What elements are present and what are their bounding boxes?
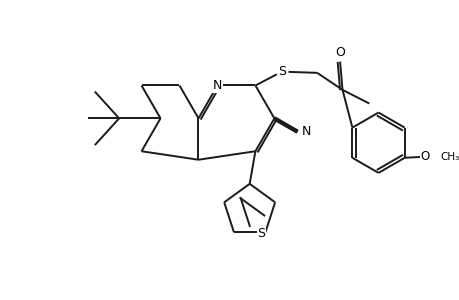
Text: N: N	[301, 125, 310, 138]
Text: O: O	[335, 46, 344, 59]
Text: N: N	[213, 79, 222, 92]
Text: S: S	[278, 65, 285, 78]
Text: S: S	[257, 227, 265, 240]
Text: CH₃: CH₃	[440, 152, 459, 162]
Text: O: O	[420, 150, 429, 163]
